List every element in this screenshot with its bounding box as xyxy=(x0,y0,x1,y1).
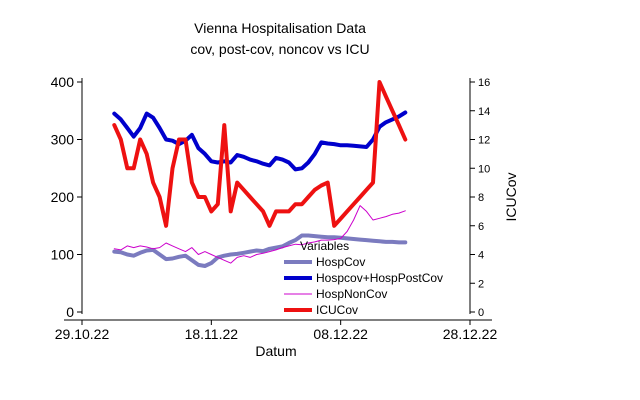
chart-title: Vienna Hospitalisation Data xyxy=(194,20,366,36)
series-line-hospnoncov xyxy=(113,205,406,264)
y-tick-label-right: 6 xyxy=(478,221,484,233)
y-tick-label-right: 8 xyxy=(478,192,484,204)
x-axis-label: Datum xyxy=(255,343,296,359)
y-tick-label-right: 0 xyxy=(478,307,484,319)
series-line-hospcov-hosppostcov xyxy=(112,110,408,172)
legend-title: Variables xyxy=(300,239,349,253)
y-tick-label-right: 2 xyxy=(478,278,484,290)
y-tick-label-right: 12 xyxy=(478,135,490,147)
x-tick-label: 18.11.22 xyxy=(185,326,239,342)
y-tick-label-left: 100 xyxy=(51,247,75,263)
x-tick-label: 29.10.22 xyxy=(55,326,110,342)
y-tick-label-left: 400 xyxy=(51,74,75,90)
series-line-icucov xyxy=(112,80,408,228)
series-line-hospcov xyxy=(112,233,408,268)
legend-label: HospNonCov xyxy=(316,287,387,301)
chart-subtitle: cov, post-cov, noncov vs ICU xyxy=(190,41,370,57)
legend-label: HospCov xyxy=(316,255,365,269)
y-tick-label-right: 16 xyxy=(478,77,490,89)
y-tick-label-left: 300 xyxy=(51,132,75,148)
y-tick-label-right: 14 xyxy=(478,106,490,118)
y-tick-label-left: 200 xyxy=(51,189,75,205)
x-tick-label: 28.12.22 xyxy=(443,326,498,342)
legend-label: ICUCov xyxy=(316,303,358,317)
y-tick-label-left: 0 xyxy=(66,304,74,320)
y-axis-label-right: ICUCov xyxy=(503,172,519,221)
x-tick-label: 08.12.22 xyxy=(313,326,368,342)
y-tick-label-right: 10 xyxy=(478,163,490,175)
legend-label: Hospcov+HospPostCov xyxy=(316,271,443,285)
y-tick-label-right: 4 xyxy=(478,250,484,262)
